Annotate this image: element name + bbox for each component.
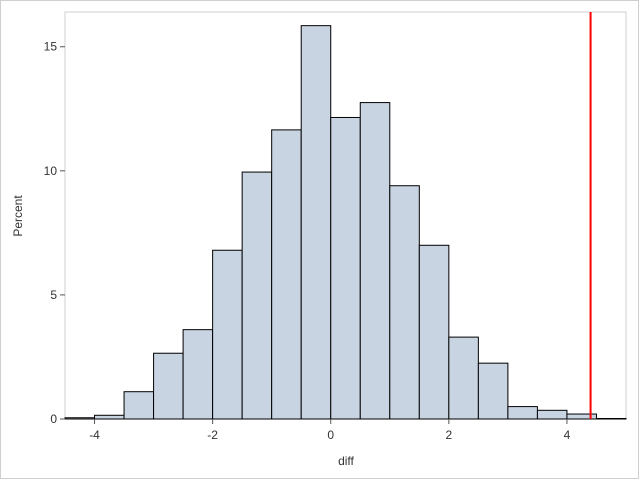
histogram-bar: [507, 406, 538, 420]
y-tick-label: 5: [50, 288, 57, 302]
y-tick-label: 15: [44, 40, 58, 54]
histogram-bar: [448, 336, 479, 420]
histogram-bar: [389, 185, 420, 420]
x-axis-label: diff: [338, 454, 354, 468]
y-axis-label: Percent: [11, 195, 25, 237]
x-tick-label: -2: [207, 428, 218, 442]
y-axis: 0 5 10 15: [44, 40, 65, 426]
histogram-bar: [241, 171, 273, 420]
histogram-bar: [271, 129, 302, 420]
histogram-bar: [153, 352, 184, 420]
histogram-bar: [212, 249, 243, 420]
histogram-bar: [300, 25, 332, 420]
histogram-bar: [477, 362, 509, 420]
histogram-bar: [330, 116, 361, 420]
histogram-bar: [536, 409, 568, 420]
x-tick-label: 4: [564, 428, 571, 442]
x-tick-label: 0: [327, 428, 334, 442]
histogram-bar: [64, 417, 96, 420]
histogram-bar: [595, 418, 627, 420]
x-tick-label: -4: [89, 428, 100, 442]
x-tick-label: 2: [445, 428, 452, 442]
y-tick-label: 0: [50, 412, 57, 426]
histogram-bar: [418, 244, 450, 420]
y-tick-label: 10: [44, 164, 58, 178]
histogram-bar: [359, 102, 391, 420]
histogram-bar: [182, 329, 214, 420]
x-axis: -4 -2 0 2 4: [89, 419, 571, 442]
histogram-bar: [94, 414, 125, 420]
histogram-bars: [64, 25, 627, 420]
histogram-bar: [123, 391, 155, 420]
histogram-bar: [566, 413, 597, 420]
